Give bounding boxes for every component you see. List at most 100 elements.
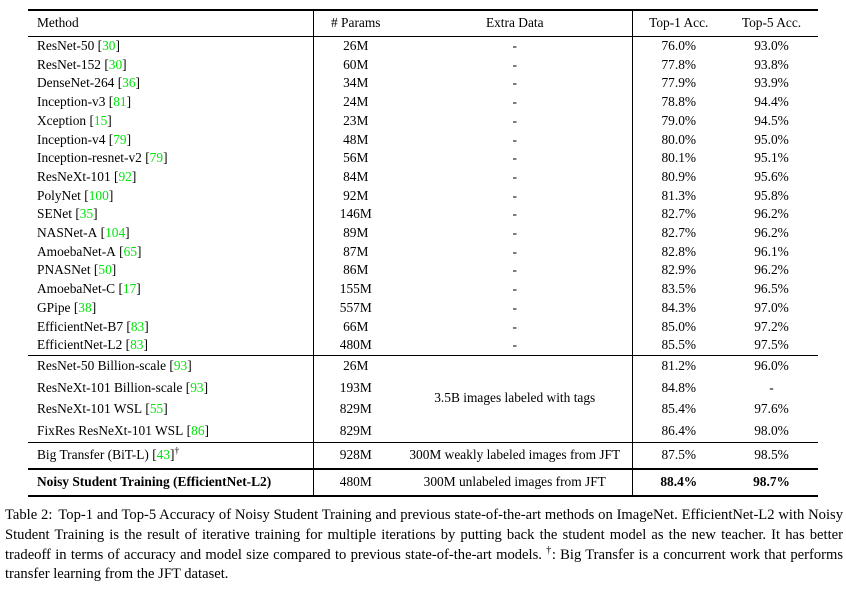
citation-link[interactable]: 83 [130, 318, 145, 334]
citation-link[interactable]: 93 [190, 379, 204, 395]
method-name: Noisy Student Training (EfficientNet-L2) [37, 474, 272, 490]
top1-acc-cell: 77.9% [631, 74, 725, 94]
top5-acc-cell: 98.0% [754, 422, 789, 438]
method-cell: AmoebaNet-A [65] [37, 243, 142, 259]
method-name: PolyNet [37, 187, 81, 203]
method-name: ResNet-152 [37, 56, 101, 72]
top5-acc-cell: 97.5% [754, 337, 789, 353]
top1-acc-cell: 85.0% [631, 317, 725, 337]
top5-acc-cell: 95.6% [754, 168, 789, 184]
col-header-top1-acc: Top-1 Acc. [631, 10, 725, 37]
citation-link[interactable]: 92 [118, 168, 132, 184]
top5-acc-cell: 96.5% [754, 281, 789, 297]
top5-acc-cell: 97.0% [754, 299, 789, 315]
top5-acc-cell: 95.1% [754, 150, 789, 166]
method-name: ResNeXt-101 Billion-scale [37, 379, 183, 395]
params-cell: 829M [312, 398, 398, 421]
params-cell: 480M [312, 336, 398, 356]
table-row: ResNeXt-101 WSL [55] 829M 85.4% 97.6% [28, 398, 818, 421]
params-cell: 24M [312, 93, 398, 112]
method-cell: ResNet-50 [30] [37, 38, 120, 53]
top5-acc-cell: - [769, 379, 774, 395]
method-name: AmoebaNet-C [37, 281, 116, 297]
top1-acc-cell: 85.4% [631, 398, 725, 421]
extra-data-cell: - [512, 168, 517, 184]
citation-link[interactable]: 36 [122, 75, 136, 91]
extra-data-cell: - [512, 94, 517, 110]
top1-acc-cell: 79.0% [631, 111, 725, 131]
method-name: ResNeXt-101 [37, 168, 111, 184]
extra-data-cell: - [512, 112, 517, 128]
top5-acc-cell: 93.9% [754, 75, 789, 91]
top1-acc-cell: 78.8% [631, 93, 725, 112]
method-cell: Noisy Student Training (EfficientNet-L2) [28, 468, 313, 497]
table-row: NASNet-A [104] 89M - 82.7% 96.2% [28, 224, 818, 243]
extra-data-cell: - [512, 56, 517, 72]
citation-link[interactable]: 83 [130, 337, 144, 353]
table-row: EfficientNet-B7 [83] 66M - 85.0% 97.2% [28, 317, 818, 337]
params-cell: 34M [312, 74, 398, 94]
citation-link[interactable]: 93 [173, 358, 188, 374]
top1-acc-cell: 82.7% [631, 205, 725, 225]
method-name: Inception-resnet-v2 [37, 150, 142, 166]
col-header-params: # Params [312, 10, 398, 37]
top1-acc-cell: 87.5% [631, 441, 725, 470]
params-cell: 56M [312, 149, 398, 168]
citation-link[interactable]: 55 [149, 401, 164, 417]
top5-acc-cell: 95.0% [754, 131, 789, 147]
params-cell: 87M [312, 242, 398, 262]
table-group-big-transfer: Big Transfer (BiT-L) [43]† 928M 300M weakl… [28, 441, 818, 470]
table-row: Noisy Student Training (EfficientNet-L2)… [28, 468, 818, 497]
method-cell: ResNeXt-101 [92] [37, 168, 137, 184]
params-cell: 92M [312, 186, 398, 206]
citation-link[interactable]: 104 [105, 225, 126, 241]
citation-link[interactable]: 100 [88, 187, 109, 203]
table-caption: Table 2: Top-1 and Top-5 Accuracy of Nois… [5, 506, 843, 585]
citation-link[interactable]: 43 [156, 447, 171, 463]
top1-acc-cell: 84.3% [631, 298, 725, 318]
col-header-extra-data: Extra Data [398, 10, 632, 37]
extra-data-cell: - [512, 299, 517, 315]
params-cell: 48M [312, 130, 398, 150]
top5-acc-cell: 94.4% [754, 94, 789, 110]
citation-link[interactable]: 79 [149, 150, 164, 166]
citation-link[interactable]: 50 [98, 262, 112, 278]
dagger-mark: † [174, 446, 180, 457]
table-header-row: Method # Params Extra Data Top-1 Acc. To… [28, 10, 818, 37]
extra-data-cell: - [512, 75, 517, 91]
method-cell: NASNet-A [104] [37, 225, 130, 241]
top5-acc-cell: 96.2% [754, 262, 789, 278]
caption-footnote: : Big Transfer is a concurrent work that… [5, 546, 844, 583]
citation-link[interactable]: 86 [191, 422, 205, 438]
method-name: Inception-v4 [37, 131, 106, 147]
citation-link[interactable]: 81 [113, 94, 127, 110]
top1-acc-cell: 85.5% [631, 336, 725, 356]
method-name: ResNeXt-101 WSL [37, 401, 143, 417]
top5-acc-cell: 96.1% [754, 243, 789, 259]
method-name: SENet [37, 206, 72, 222]
citation-link[interactable]: 15 [93, 112, 108, 128]
citation-link[interactable]: 17 [122, 281, 137, 297]
citation-link[interactable]: 38 [78, 299, 92, 315]
method-cell: Xception [15] [37, 112, 112, 128]
top1-acc-cell: 80.1% [631, 149, 725, 168]
citation-link[interactable]: 30 [102, 38, 116, 53]
top5-acc-cell: 96.2% [754, 206, 789, 222]
table-group-billion-scale: ResNet-50 Billion-scale [93] 26M 3.5B imag… [28, 354, 818, 443]
table-row: Big Transfer (BiT-L) [43]† 928M 300M weakl… [28, 441, 818, 470]
extra-data-cell: - [512, 281, 517, 297]
citation-link[interactable]: 79 [113, 131, 127, 147]
col-header-top5-acc: Top-5 Acc. [725, 10, 818, 37]
extra-data-cell: - [512, 337, 517, 353]
table-row: ResNeXt-101 Billion-scale [93] 193M 84.8% - [28, 377, 818, 399]
method-name: PNASNet [37, 262, 91, 278]
top1-acc-cell: 84.8% [631, 377, 725, 399]
top5-acc-cell: 98.7% [725, 468, 818, 497]
citation-link[interactable]: 65 [123, 243, 138, 259]
top5-acc-cell: 97.2% [754, 318, 789, 334]
top5-acc-cell: 93.8% [754, 56, 789, 72]
table-row: DenseNet-264 [36] 34M - 77.9% 93.9% [28, 74, 818, 94]
citation-link[interactable]: 30 [108, 56, 123, 72]
citation-link[interactable]: 35 [79, 206, 94, 222]
